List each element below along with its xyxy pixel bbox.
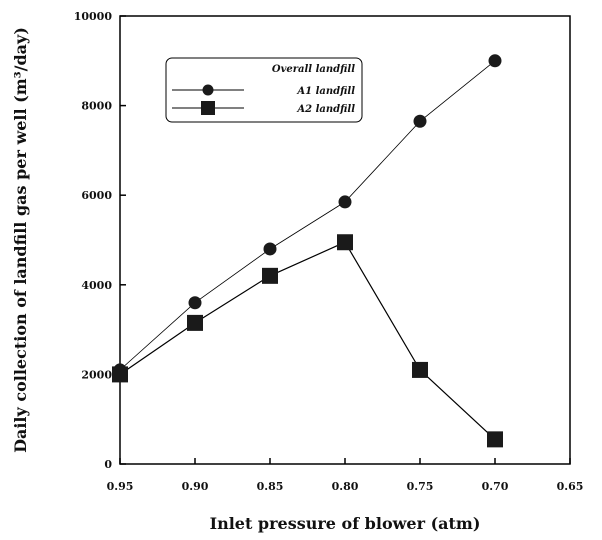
data-point-square [412, 361, 428, 378]
x-tick-label: 0.95 [107, 480, 134, 493]
series-line-1 [119, 60, 496, 371]
data-point-square [487, 431, 503, 448]
x-tick-label: 0.90 [182, 480, 209, 493]
data-point-circle [188, 296, 202, 310]
x-axis: 0.95 0.90 0.85 0.80 0.75 0.70 0.65 [107, 458, 584, 493]
data-point-square [262, 267, 278, 284]
x-axis-title: Inlet pressure of blower (atm) [210, 514, 481, 533]
y-tick-label: 10000 [74, 10, 113, 23]
data-point-square [112, 366, 128, 383]
y-axis: 0 2000 4000 6000 8000 10000 [74, 10, 126, 471]
y-tick-label: 6000 [81, 189, 112, 202]
legend-title: Overall landfill [272, 64, 355, 75]
x-tick-label: 0.65 [557, 480, 584, 493]
data-point-circle [488, 54, 502, 68]
x-tick-label: 0.85 [257, 480, 284, 493]
x-tick-label: 0.80 [332, 480, 359, 493]
x-tick-label: 0.75 [407, 480, 434, 493]
x-tick-label: 0.70 [482, 480, 509, 493]
series-line-2 [119, 241, 496, 440]
data-point-circle [338, 195, 352, 209]
legend-marker-a1 [202, 84, 214, 96]
legend-marker-a2 [201, 101, 215, 115]
y-tick-label: 0 [104, 458, 112, 471]
y-tick-label: 4000 [81, 279, 112, 292]
y-tick-label: 2000 [81, 368, 112, 381]
data-point-square [187, 314, 203, 331]
legend-label-a1: A1 landfill [296, 86, 355, 97]
series-layer [112, 54, 503, 448]
y-tick-label: 8000 [81, 100, 112, 113]
y-axis-title: Daily collection of landfill gas per wel… [11, 27, 30, 453]
data-point-square [337, 234, 353, 251]
legend-label-a2: A2 landfill [296, 104, 355, 115]
data-point-circle [263, 242, 277, 256]
legend: Overall landfill A1 landfill A2 landfill [165, 57, 363, 123]
data-point-circle [413, 114, 427, 128]
